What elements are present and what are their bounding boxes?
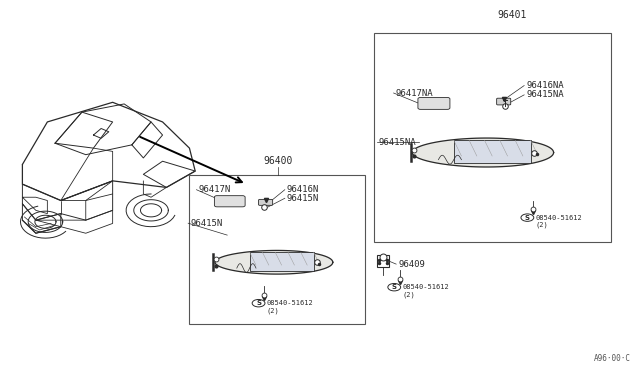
Text: 96415NA: 96415NA [379, 138, 417, 147]
FancyBboxPatch shape [418, 97, 450, 109]
Text: 96409: 96409 [398, 260, 425, 269]
Text: 96415N: 96415N [287, 194, 319, 203]
Text: 08540-51612: 08540-51612 [267, 300, 314, 306]
Text: 08540-51612: 08540-51612 [536, 215, 582, 221]
Text: S: S [525, 215, 530, 221]
FancyBboxPatch shape [259, 199, 273, 205]
Text: 96417N: 96417N [198, 185, 230, 194]
Text: (2): (2) [536, 222, 548, 228]
FancyBboxPatch shape [214, 196, 245, 207]
Text: 96416N: 96416N [287, 185, 319, 194]
Text: S: S [256, 300, 261, 306]
Text: 08540-51612: 08540-51612 [403, 284, 449, 290]
Polygon shape [250, 252, 314, 271]
FancyBboxPatch shape [497, 98, 511, 105]
Bar [374, 33, 611, 242]
Text: S: S [392, 284, 397, 290]
Text: A96·00·C: A96·00·C [593, 354, 630, 363]
Text: 96415NA: 96415NA [526, 90, 564, 99]
Text: (2): (2) [403, 291, 415, 298]
Polygon shape [454, 140, 531, 163]
Bar [189, 175, 365, 324]
Text: 96417NA: 96417NA [396, 89, 433, 97]
Text: (2): (2) [267, 307, 280, 314]
Polygon shape [215, 250, 333, 274]
Text: 96415N: 96415N [190, 219, 222, 228]
Text: 96400: 96400 [264, 155, 293, 166]
Text: 96416NA: 96416NA [526, 81, 564, 90]
Text: 96401: 96401 [497, 10, 527, 20]
Polygon shape [412, 138, 554, 167]
